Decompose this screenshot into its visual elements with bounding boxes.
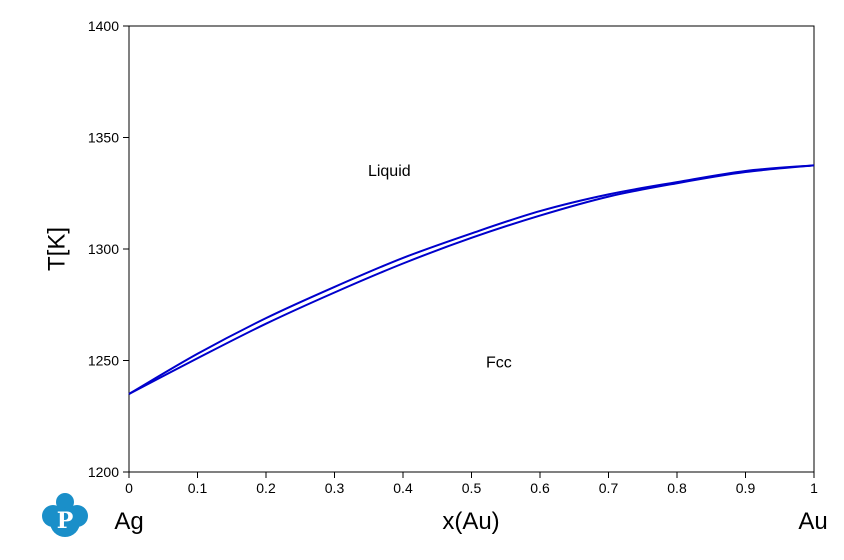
region-label-liquid: Liquid xyxy=(368,163,411,180)
y-tick-label: 1400 xyxy=(88,18,119,34)
region-label-fcc: Fcc xyxy=(486,355,512,372)
region-labels: Liquid Fcc xyxy=(368,163,512,372)
x-tick-label: 0.2 xyxy=(256,480,276,496)
y-tick-label: 1200 xyxy=(88,464,119,480)
y-tick-label: 1300 xyxy=(88,241,119,257)
y-axis-title: T[K] xyxy=(43,227,70,271)
x-axis-title: x(Au) xyxy=(442,508,499,535)
x-tick-label: 0.8 xyxy=(667,480,687,496)
endpoint-label-left: Ag xyxy=(114,508,143,535)
y-tick-label: 1350 xyxy=(88,130,119,146)
x-tick-label: 0.3 xyxy=(325,480,345,496)
x-tick-label: 0.9 xyxy=(736,480,756,496)
x-tick-label: 0.5 xyxy=(462,480,482,496)
plot-frame xyxy=(128,25,815,473)
endpoint-label-right: Au xyxy=(798,508,827,535)
x-axis: 0 0.1 0.2 0.3 0.4 0.5 0.6 0.7 0.8 0.9 1 xyxy=(125,472,818,496)
x-tick-label: 0.7 xyxy=(599,480,619,496)
x-tick-label: 1 xyxy=(810,480,818,496)
series-line-0 xyxy=(128,164,815,395)
x-tick-label: 0.6 xyxy=(530,480,550,496)
pandat-logo-icon: P xyxy=(42,493,88,537)
x-tick-label: 0 xyxy=(125,480,133,496)
series-group xyxy=(128,164,815,395)
x-tick-label: 0.1 xyxy=(188,480,208,496)
logo-letter: P xyxy=(57,508,74,534)
y-axis: 1200 1250 1300 1350 1400 xyxy=(88,18,129,480)
x-tick-label: 0.4 xyxy=(393,480,413,496)
y-tick-label: 1250 xyxy=(88,353,119,369)
plot-area: Liquid Fcc xyxy=(128,25,815,473)
series-line-1 xyxy=(128,164,815,395)
